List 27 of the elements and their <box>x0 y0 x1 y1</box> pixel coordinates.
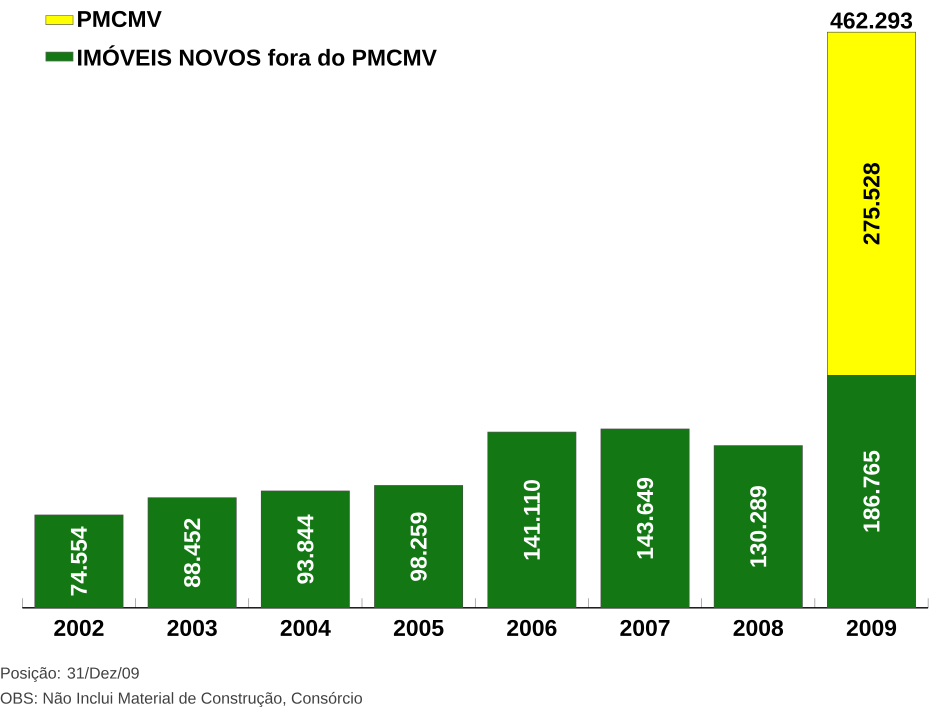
data-label: 98.259 <box>410 512 427 581</box>
x-tick-label: 2006 <box>507 620 556 636</box>
x-tick-label: 2007 <box>620 620 670 636</box>
x-tick-label: 2003 <box>167 620 217 636</box>
bar <box>34 514 124 608</box>
x-tick-label: 2008 <box>734 620 784 636</box>
text: OBS: Não Inclui Material de Construção, Consórcio <box>0 692 362 707</box>
x-tick-label: 2002 <box>54 620 104 636</box>
bar <box>260 490 350 608</box>
total-label: 462.293 <box>830 12 912 29</box>
data-label: 130.289 <box>750 486 766 567</box>
x-tick-label: 2009 <box>846 620 896 636</box>
x-tick-label: 2005 <box>394 620 444 636</box>
legend-label: IMÓVEIS NOVOS fora do PMCMV <box>78 45 437 66</box>
bar <box>487 432 576 608</box>
data-label: 74.554 <box>70 526 87 596</box>
x-tick-label: 2004 <box>280 620 331 636</box>
text: Posição: 31/Dez/09 <box>1 667 139 682</box>
bar <box>714 445 803 608</box>
data-label: 143.649 <box>636 478 654 558</box>
data-label: 186.765 <box>863 450 880 532</box>
data-label: 93.844 <box>297 514 314 584</box>
data-label: 141.110 <box>524 480 540 560</box>
legend-label: PMCMV <box>78 10 162 28</box>
data-label: 275.528 <box>863 163 880 244</box>
data-label: 88.452 <box>184 518 200 588</box>
bar <box>374 485 464 608</box>
